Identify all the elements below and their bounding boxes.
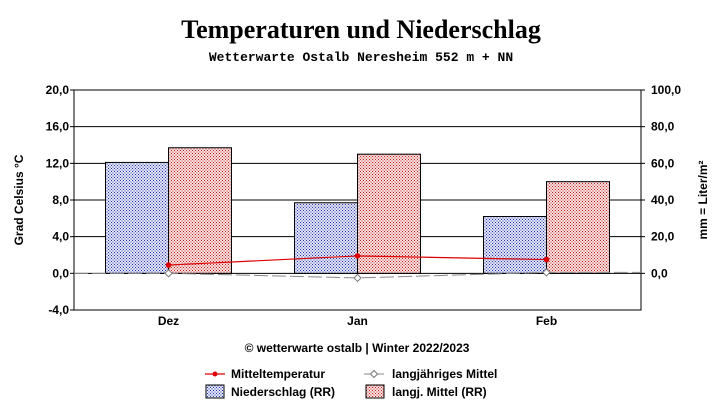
left-axis-ticks: -4,0 0,0 4,0 8,0 12,0 16,0 20,0 [46,83,74,317]
chart-title: Temperaturen und Niederschlag [181,15,541,44]
mean-temperature-point [543,256,550,263]
left-axis-tick-label: -4,0 [48,303,69,317]
right-axis-tick-label: 40,0 [651,193,675,207]
legend-swatch-langj-mittel-rr [365,384,385,399]
right-axis-tick-label: 80,0 [651,120,675,134]
bar [105,161,169,274]
left-axis-tick-label: 0,0 [52,266,69,280]
left-axis-tick-label: 12,0 [46,156,70,170]
mean-temperature-point [165,262,172,268]
legend-label-langj-mittel-rr: langj. Mittel (RR) [392,385,487,399]
chart-subtitle: Wetterwarte Ostalb Neresheim 552 m + NN [209,50,513,65]
left-axis-tick-label: 20,0 [46,83,70,97]
category-label: Dez [158,314,179,328]
category-label: Jan [347,314,368,328]
left-axis-label: Grad Celsius °C [12,154,26,245]
bar [483,216,547,274]
legend-marker-mitteltemperatur [212,371,218,377]
legend-item-langj-mittel-rr: langj. Mittel (RR) [365,384,487,399]
left-axis-tick-label: 16,0 [46,120,70,134]
bar [168,147,232,274]
legend-swatch-niederschlag [205,384,225,399]
category-labels: Dez Jan Feb [158,314,557,328]
right-axis-tick-label: 20,0 [651,230,675,244]
bars [105,147,610,274]
right-axis-ticks: 0,0 20,0 40,0 60,0 80,0 100,0 [641,83,681,280]
legend-label-mitteltemperatur: Mitteltemperatur [231,367,325,381]
bar [357,153,421,274]
longterm-temperature-point [164,269,173,278]
chart-credit: © wetterwarte ostalb | Winter 2022/2023 [245,341,470,355]
legend-item-langjaehriges-mittel: langjähriges Mittel [364,367,497,381]
right-axis-tick-label: 0,0 [651,266,668,280]
category-label: Feb [536,314,557,328]
right-axis-tick-label: 60,0 [651,156,675,170]
left-axis-tick-label: 4,0 [52,230,69,244]
temperature-lines [74,253,641,283]
right-axis-tick-label: 100,0 [651,83,681,97]
longterm-temperature-point [353,273,362,283]
legend-marker-langjaehriges-mittel [369,369,379,379]
bar [294,202,358,274]
legend-label-langjaehriges-mittel: langjähriges Mittel [392,367,497,381]
bar [546,181,610,274]
legend-item-niederschlag: Niederschlag (RR) [205,384,335,399]
legend-item-mitteltemperatur: Mitteltemperatur [205,367,325,381]
right-axis-label: mm = Liter/m² [696,160,710,239]
mean-temperature-point [354,253,361,259]
longterm-temperature-point [542,268,551,277]
legend-label-niederschlag: Niederschlag (RR) [231,385,335,399]
legend: Mitteltemperatur langjähriges Mittel Nie… [205,367,497,399]
left-axis-tick-label: 8,0 [52,193,69,207]
